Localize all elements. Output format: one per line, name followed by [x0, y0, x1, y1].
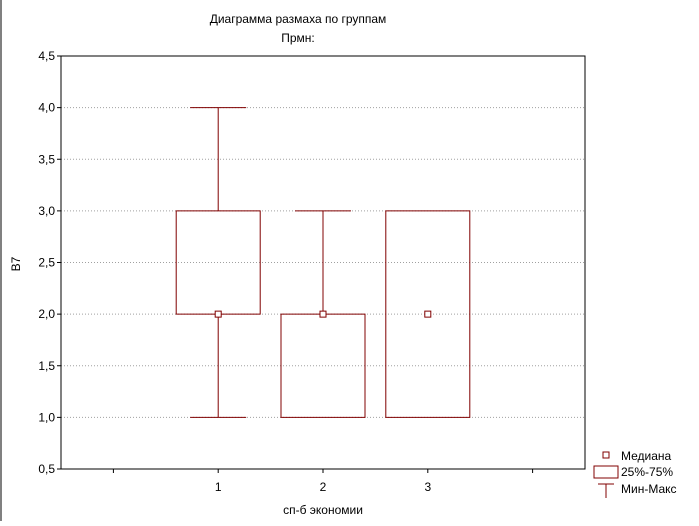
- y-tick-label: 2,5: [38, 256, 55, 270]
- y-tick-label: 2,0: [38, 307, 55, 321]
- median-marker: [214, 310, 222, 318]
- legend-median-marker: [602, 451, 610, 459]
- y-tick-label: 4,5: [38, 49, 55, 63]
- legend-box-marker: [593, 465, 619, 479]
- median-marker: [319, 310, 327, 318]
- chart-subtitle: Прмн:: [281, 31, 315, 45]
- x-axis-ticks: 1 2 3: [112, 469, 534, 494]
- window-edge: [0, 0, 2, 521]
- x-tick-label: 3: [424, 480, 431, 494]
- box-group-2: [280, 210, 366, 418]
- x-axis-label: сп-б экономии: [283, 503, 363, 517]
- y-tick-label: 1,0: [38, 410, 55, 424]
- y-tick-label: 1,5: [38, 359, 55, 373]
- box-group-3: [385, 210, 471, 418]
- y-tick-label: 3,0: [38, 204, 55, 218]
- x-tick-label: 1: [215, 480, 222, 494]
- legend-whisker-label: Мин-Макс: [621, 482, 677, 496]
- boxes-group: [175, 107, 471, 418]
- y-axis-label: B7: [9, 256, 23, 271]
- legend: Медиана 25%-75% Мин-Макс: [593, 449, 677, 498]
- box-group-1: [175, 107, 261, 418]
- chart-title: Диаграмма размаха по группам: [210, 12, 387, 26]
- y-axis-ticks: 0,5 1,0 1,5 2,0 2,5 3,0 3,5 4,0 4,5: [38, 49, 61, 476]
- legend-median-label: Медиана: [621, 449, 672, 463]
- box-iqr: [385, 210, 471, 418]
- y-tick-label: 0,5: [38, 462, 55, 476]
- y-tick-label: 4,0: [38, 101, 55, 115]
- x-tick-label: 2: [320, 480, 327, 494]
- median-marker: [424, 310, 432, 318]
- y-tick-label: 3,5: [38, 152, 55, 166]
- legend-box-label: 25%-75%: [621, 465, 673, 479]
- legend-whisker-marker: [598, 483, 614, 498]
